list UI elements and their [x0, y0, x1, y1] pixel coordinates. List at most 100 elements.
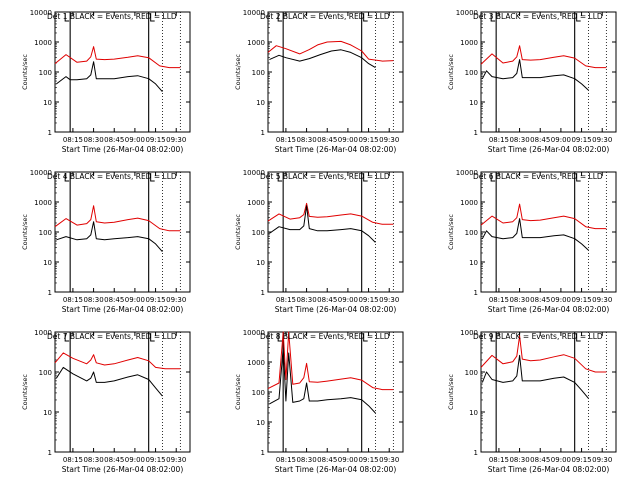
chart-panel-det-1: 1 10 100 1000 10000 08:15 08:30 08:45 09:00 09:15… [21, 9, 191, 154]
y-tick-label: 1000 [247, 199, 265, 207]
chart-title: Det 5 BLACK = Events, RED = LLD [260, 172, 390, 181]
chart-title: Det 7 BLACK = Events, RED = LLD [47, 332, 177, 341]
x-tick-label: 08:45 [530, 296, 550, 304]
series-line-events [55, 366, 163, 397]
y-tick-label: 10 [256, 419, 265, 427]
end-bracket [363, 173, 368, 182]
x-tick-label: 08:15 [489, 456, 509, 464]
x-tick-label: 09:15 [145, 456, 165, 464]
y-axis-label: Counts/sec [21, 214, 29, 250]
plot-frame [267, 11, 404, 133]
y-tick-label: 10000 [243, 169, 265, 177]
x-tick-label: 09:15 [571, 296, 591, 304]
y-tick-label: 10000 [243, 329, 265, 337]
y-axis-label: Counts/sec [21, 54, 29, 90]
start-bracket [64, 333, 70, 342]
chart-title: Det 2 BLACK = Events, RED = LLD [260, 12, 390, 21]
y-tick-label: 1 [261, 289, 265, 297]
y-tick-label: 100 [252, 389, 265, 397]
chart-panel-det-8: 1 10 100 1000 10000 08:15 08:30 08:45 09:00 09:15… [234, 329, 404, 474]
plot-frame [480, 11, 617, 133]
y-tick-label: 10 [43, 259, 52, 267]
x-tick-label: 08:15 [276, 136, 296, 144]
plot-frame [54, 331, 191, 453]
start-bracket [277, 173, 283, 182]
x-axis-label: Start Time (26-Mar-04 08:02:00) [62, 145, 184, 154]
x-tick-label: 09:30 [379, 296, 399, 304]
x-tick-label: 08:15 [276, 296, 296, 304]
y-tick-label: 100 [252, 229, 265, 237]
x-axis-label: Start Time (26-Mar-04 08:02:00) [488, 145, 610, 154]
x-axis-label: Start Time (26-Mar-04 08:02:00) [488, 305, 610, 314]
plot-frame [480, 331, 617, 453]
x-tick-label: 09:15 [145, 136, 165, 144]
y-tick-label: 1000 [247, 39, 265, 47]
x-tick-label: 08:30 [509, 136, 529, 144]
y-tick-label: 1000 [34, 329, 52, 337]
x-axis-label: Start Time (26-Mar-04 08:02:00) [275, 305, 397, 314]
y-axis-label: Counts/sec [21, 374, 29, 410]
y-axis-label: Counts/sec [234, 214, 242, 250]
chart-panel-det-5: 1 10 100 1000 10000 08:15 08:30 08:45 09:00 09:15… [234, 169, 404, 314]
x-tick-label: 08:30 [509, 296, 529, 304]
chart-title: Det 9 BLACK = Events, RED = LLD [473, 332, 603, 341]
x-tick-label: 09:00 [551, 456, 571, 464]
y-tick-label: 1000 [460, 329, 478, 337]
x-axis-label: Start Time (26-Mar-04 08:02:00) [62, 465, 184, 474]
series-line-lld [267, 202, 394, 225]
y-tick-label: 1 [48, 289, 52, 297]
y-tick-label: 100 [465, 69, 478, 77]
x-tick-label: 08:30 [509, 456, 529, 464]
start-bracket [277, 333, 283, 342]
y-tick-label: 10000 [456, 169, 478, 177]
chart-panel-det-4: 1 10 100 1000 10000 08:15 08:30 08:45 09:00 09:15… [21, 169, 191, 314]
x-tick-label: 08:30 [296, 136, 316, 144]
y-tick-label: 10000 [30, 169, 52, 177]
plot-frame [267, 331, 404, 453]
plot-frame [54, 171, 191, 293]
series-line-events [56, 61, 163, 93]
plot-frame [480, 171, 617, 293]
y-tick-label: 10 [469, 259, 478, 267]
y-tick-label: 1 [261, 129, 265, 137]
x-tick-label: 08:30 [296, 456, 316, 464]
series-line-lld [267, 331, 394, 391]
x-tick-label: 08:30 [296, 296, 316, 304]
x-tick-label: 09:00 [125, 136, 145, 144]
y-axis-label: Counts/sec [234, 54, 242, 90]
y-tick-label: 10 [256, 99, 265, 107]
end-bracket [576, 173, 581, 182]
x-axis-label: Start Time (26-Mar-04 08:02:00) [275, 145, 397, 154]
y-tick-label: 1 [474, 129, 478, 137]
start-bracket [490, 333, 496, 342]
x-tick-label: 09:00 [551, 136, 571, 144]
x-tick-label: 08:15 [63, 136, 83, 144]
chart-panel-det-9: 1 10 100 1000 08:15 08:30 08:45 09:00 09:15 09:30… [447, 329, 617, 474]
end-bracket [576, 13, 581, 22]
x-tick-label: 09:00 [125, 296, 145, 304]
series-line-events [56, 221, 163, 253]
x-tick-label: 08:30 [83, 296, 103, 304]
x-tick-label: 09:15 [358, 456, 378, 464]
x-tick-label: 09:30 [379, 456, 399, 464]
x-tick-label: 09:15 [358, 296, 378, 304]
x-tick-label: 08:45 [530, 136, 550, 144]
end-bracket [363, 13, 368, 22]
chart-title: Det 6 BLACK = Events, RED = LLD [473, 172, 603, 181]
x-tick-label: 09:30 [592, 136, 612, 144]
x-tick-label: 09:15 [145, 296, 165, 304]
y-tick-label: 1000 [34, 199, 52, 207]
chart-panel-det-7: 1 10 100 1000 08:15 08:30 08:45 09:00 09:15 09:30… [21, 329, 191, 474]
x-tick-label: 09:30 [166, 136, 186, 144]
series-line-events [481, 59, 589, 91]
y-tick-label: 10000 [30, 9, 52, 17]
series-line-events [481, 354, 589, 399]
chart-title: Det 1 BLACK = Events, RED = LLD [47, 12, 177, 21]
x-tick-label: 09:30 [592, 456, 612, 464]
series-line-events [269, 49, 376, 69]
series-line-lld [54, 205, 181, 232]
series-line-lld [54, 352, 181, 370]
start-bracket [490, 13, 496, 22]
y-tick-label: 10000 [456, 9, 478, 17]
plot-frame [267, 171, 404, 293]
